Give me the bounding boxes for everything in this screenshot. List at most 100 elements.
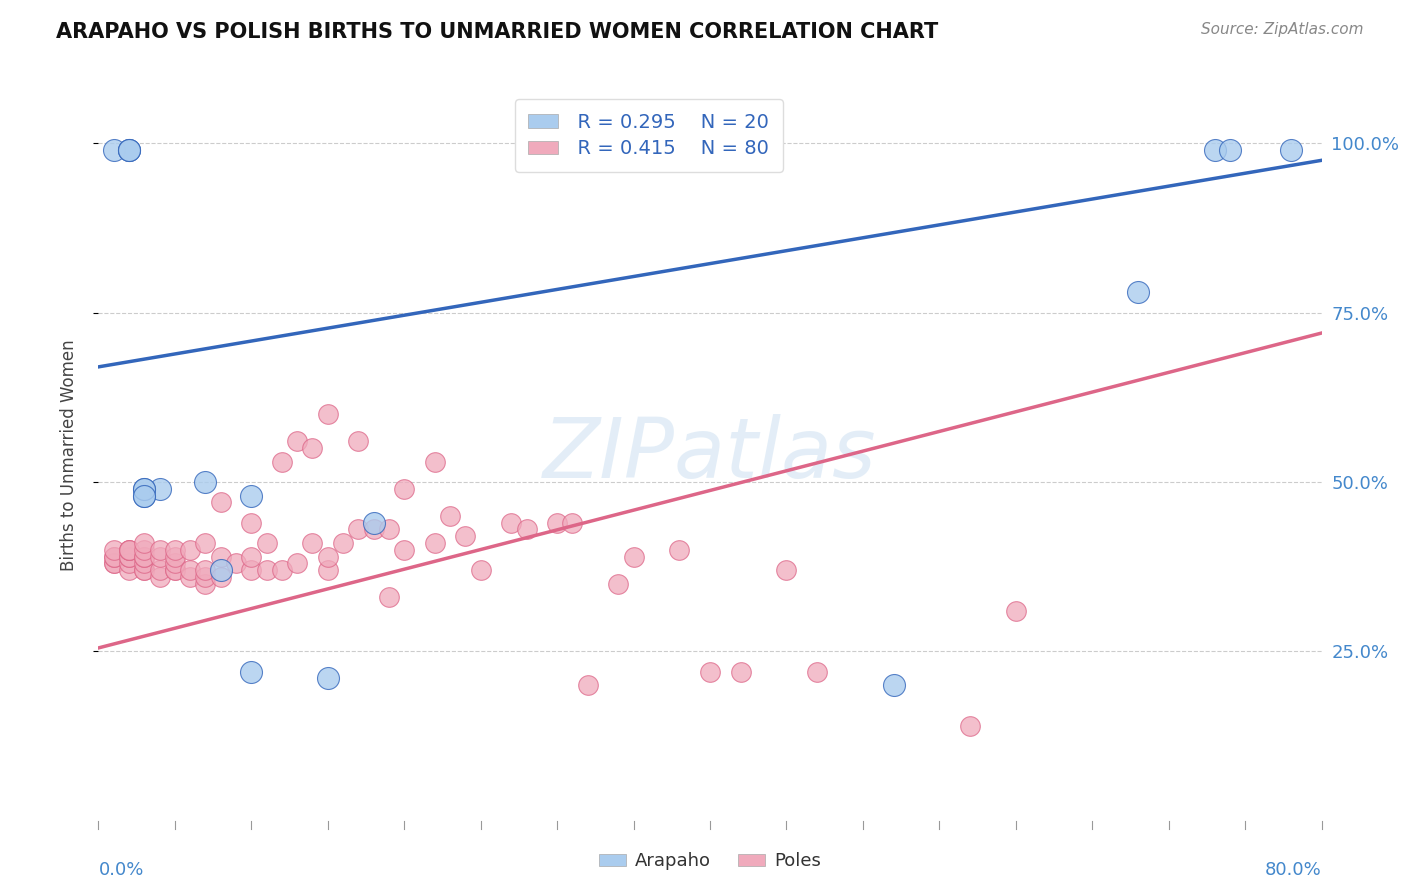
Point: [332, 536, 354, 550]
Point: [392, 482, 416, 496]
Point: [163, 556, 186, 570]
Point: [270, 563, 292, 577]
Point: [285, 434, 308, 449]
Point: [149, 563, 172, 577]
Point: [392, 542, 416, 557]
Point: [118, 542, 141, 557]
Point: [439, 508, 461, 523]
Point: [316, 672, 339, 686]
Point: [209, 570, 232, 584]
Point: [103, 549, 125, 564]
Text: 0.0%: 0.0%: [98, 861, 143, 879]
Point: [546, 516, 568, 530]
Point: [118, 143, 141, 157]
Point: [959, 719, 981, 733]
Point: [623, 549, 645, 564]
Point: [561, 516, 583, 530]
Point: [134, 482, 156, 496]
Point: [378, 590, 401, 604]
Point: [347, 434, 370, 449]
Point: [103, 556, 125, 570]
Point: [423, 536, 446, 550]
Point: [134, 489, 156, 503]
Point: [163, 549, 186, 564]
Point: [347, 523, 370, 537]
Point: [270, 455, 292, 469]
Point: [775, 563, 797, 577]
Point: [1219, 143, 1241, 157]
Point: [240, 563, 263, 577]
Point: [179, 570, 201, 584]
Point: [1279, 143, 1302, 157]
Point: [316, 563, 339, 577]
Point: [209, 563, 232, 577]
Point: [118, 542, 141, 557]
Text: ARAPAHO VS POLISH BIRTHS TO UNMARRIED WOMEN CORRELATION CHART: ARAPAHO VS POLISH BIRTHS TO UNMARRIED WO…: [56, 22, 938, 42]
Y-axis label: Births to Unmarried Women: Births to Unmarried Women: [59, 339, 77, 571]
Point: [179, 542, 201, 557]
Point: [285, 556, 308, 570]
Point: [134, 549, 156, 564]
Point: [240, 549, 263, 564]
Point: [149, 549, 172, 564]
Point: [668, 542, 690, 557]
Point: [194, 475, 217, 489]
Point: [363, 516, 385, 530]
Point: [194, 576, 217, 591]
Point: [134, 542, 156, 557]
Point: [103, 549, 125, 564]
Point: [149, 542, 172, 557]
Point: [240, 489, 263, 503]
Point: [225, 556, 247, 570]
Point: [149, 570, 172, 584]
Point: [163, 542, 186, 557]
Point: [103, 143, 125, 157]
Point: [134, 563, 156, 577]
Point: [301, 441, 323, 455]
Point: [1204, 143, 1226, 157]
Point: [316, 407, 339, 421]
Point: [163, 563, 186, 577]
Point: [378, 523, 401, 537]
Point: [806, 665, 828, 679]
Point: [118, 549, 141, 564]
Point: [883, 678, 905, 692]
Point: [134, 482, 156, 496]
Point: [134, 556, 156, 570]
Point: [607, 576, 630, 591]
Point: [118, 563, 141, 577]
Point: [194, 570, 217, 584]
Point: [730, 665, 752, 679]
Point: [423, 455, 446, 469]
Point: [454, 529, 477, 543]
Point: [1128, 285, 1150, 300]
Point: [516, 523, 538, 537]
Point: [134, 489, 156, 503]
Point: [103, 556, 125, 570]
Point: [194, 563, 217, 577]
Point: [179, 563, 201, 577]
Point: [240, 665, 263, 679]
Point: [256, 536, 278, 550]
Text: Source: ZipAtlas.com: Source: ZipAtlas.com: [1201, 22, 1364, 37]
Point: [118, 143, 141, 157]
Point: [149, 482, 172, 496]
Point: [134, 563, 156, 577]
Point: [363, 523, 385, 537]
Point: [501, 516, 523, 530]
Point: [103, 542, 125, 557]
Point: [134, 549, 156, 564]
Point: [1004, 604, 1026, 618]
Point: [118, 143, 141, 157]
Text: ZIPatlas: ZIPatlas: [543, 415, 877, 495]
Point: [194, 536, 217, 550]
Point: [118, 549, 141, 564]
Point: [699, 665, 721, 679]
Point: [470, 563, 492, 577]
Point: [209, 495, 232, 509]
Point: [256, 563, 278, 577]
Text: 80.0%: 80.0%: [1265, 861, 1322, 879]
Point: [118, 542, 141, 557]
Point: [576, 678, 599, 692]
Point: [163, 563, 186, 577]
